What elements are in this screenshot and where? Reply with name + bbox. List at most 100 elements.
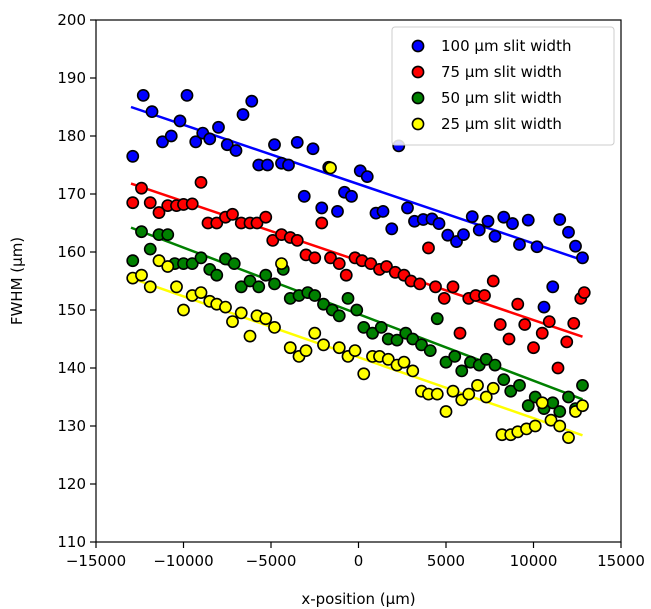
data-point (504, 384, 518, 398)
data-point (397, 355, 411, 369)
x-axis-ticks: −15000 −10000 −5000 0 5000 10000 15000 (66, 542, 645, 570)
data-point (542, 315, 556, 328)
data-point (553, 213, 567, 226)
data-point (177, 303, 190, 317)
data-point (357, 367, 371, 381)
legend-label: 75 μm slit width (441, 63, 562, 81)
data-point (297, 189, 311, 203)
data-point (161, 228, 175, 241)
legend-label: 50 μm slit width (441, 89, 562, 107)
data-point (180, 89, 194, 102)
data-point (537, 300, 551, 314)
data-point (576, 378, 589, 392)
data-point (462, 387, 476, 401)
data-point (577, 286, 591, 299)
data-point (152, 206, 166, 219)
data-point (226, 315, 239, 328)
data-point (164, 129, 178, 143)
series-points (126, 161, 589, 444)
data-point (331, 204, 344, 218)
data-point (220, 138, 234, 152)
data-point (252, 280, 266, 294)
data-point (143, 196, 157, 210)
x-tick-label: −5000 (246, 552, 297, 570)
data-point (360, 170, 374, 183)
legend-marker (411, 91, 425, 105)
data-point (423, 344, 437, 357)
data-point (234, 306, 248, 320)
data-point (173, 114, 187, 128)
legend: 100 μm slit width 75 μm slit width 50 μm s… (391, 26, 615, 146)
data-point (497, 210, 511, 224)
data-point (381, 352, 395, 366)
data-point (385, 222, 399, 236)
data-point (227, 257, 241, 270)
y-tick-label: 160 (57, 243, 86, 261)
data-point (357, 320, 371, 334)
data-point (479, 352, 493, 366)
y-axis-ticks: 110 120 130 140 150 160 170 180 190 200 (57, 11, 96, 551)
data-point (497, 373, 511, 386)
legend-label: 100 μm slit width (441, 37, 571, 55)
data-point (308, 251, 322, 265)
data-point (290, 233, 304, 247)
x-tick-label: −10000 (153, 552, 213, 570)
data-point (455, 364, 469, 378)
y-tick-label: 200 (57, 11, 86, 29)
y-axis-label: FWHM (μm) (8, 237, 26, 325)
data-point (315, 216, 329, 230)
data-point (502, 332, 516, 346)
series-points (126, 175, 591, 375)
data-point (551, 361, 565, 375)
data-point (432, 217, 446, 230)
x-tick-label: 15000 (597, 552, 645, 570)
data-point (161, 260, 175, 273)
data-point (236, 108, 250, 121)
data-point (488, 358, 502, 372)
data-point (569, 239, 582, 253)
y-tick-label: 140 (57, 359, 86, 377)
data-point (212, 120, 225, 134)
data-point (170, 280, 183, 294)
y-tick-label: 180 (57, 127, 86, 145)
data-point (562, 390, 575, 404)
data-point (521, 213, 535, 227)
data-point (576, 251, 589, 265)
data-point (341, 291, 355, 305)
data-point (446, 384, 460, 398)
data-point (439, 355, 453, 369)
data-point (185, 257, 199, 270)
data-point (234, 280, 248, 294)
data-point (374, 320, 388, 334)
data-point (332, 341, 346, 355)
data-point (135, 181, 148, 195)
data-point (478, 289, 491, 302)
data-point (527, 341, 540, 355)
data-point (194, 175, 208, 189)
data-point (229, 144, 243, 157)
data-point (429, 280, 442, 294)
data-point (457, 228, 470, 241)
y-tick-label: 110 (57, 533, 86, 551)
data-point (315, 201, 329, 215)
data-point (339, 268, 353, 282)
data-point (126, 196, 140, 210)
data-point (194, 251, 208, 265)
data-point (390, 333, 404, 347)
data-point (290, 135, 304, 149)
data-point (465, 210, 479, 224)
data-point (544, 413, 558, 427)
data-point (576, 399, 589, 413)
data-point (446, 280, 460, 294)
data-point (261, 158, 274, 172)
data-point (259, 268, 273, 282)
data-point (317, 297, 330, 311)
data-point (317, 338, 330, 352)
data-point (306, 142, 320, 156)
data-point (203, 132, 217, 146)
data-point (350, 303, 364, 317)
data-point (332, 257, 346, 270)
data-point (380, 260, 393, 273)
data-point (448, 349, 462, 363)
